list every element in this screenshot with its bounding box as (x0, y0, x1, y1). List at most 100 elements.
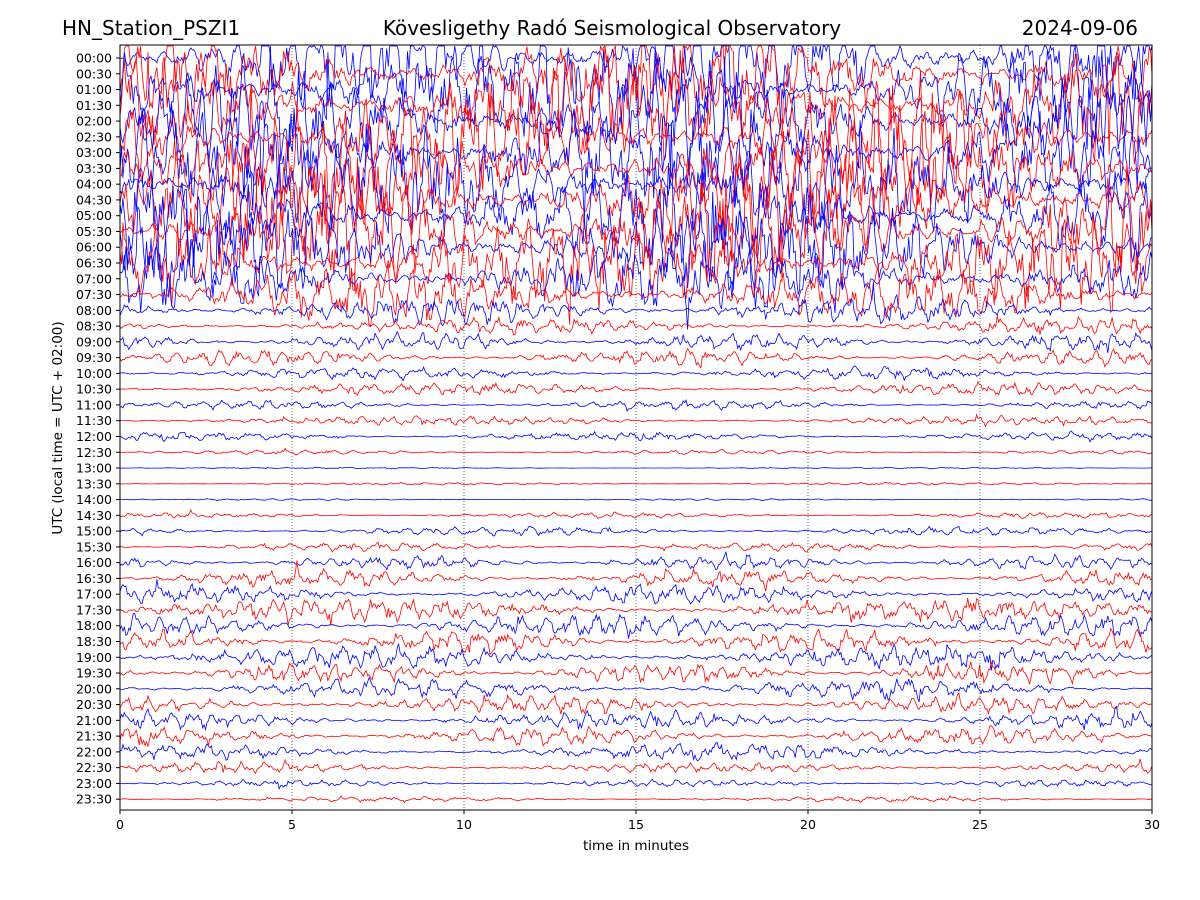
y-tick-label: 10:00 (76, 366, 112, 381)
y-tick-label: 06:00 (76, 240, 112, 255)
y-tick-label: 14:30 (76, 508, 112, 523)
seismic-trace (119, 283, 1153, 327)
seismic-trace (119, 541, 1153, 553)
seismic-trace (119, 380, 1153, 397)
y-tick-label: 16:30 (76, 571, 112, 586)
y-tick-label: 02:00 (76, 114, 112, 129)
seismic-trace (119, 87, 1153, 221)
x-tick-label: 5 (288, 817, 296, 832)
x-tick-label: 0 (116, 817, 124, 832)
y-tick-label: 08:00 (76, 303, 112, 318)
seismic-trace (119, 69, 1153, 216)
y-tick-label: 08:30 (76, 319, 112, 334)
seismic-trace (119, 560, 1153, 592)
seismic-trace (120, 795, 1153, 804)
seismic-trace (119, 413, 1152, 428)
y-tick-label: 06:30 (76, 256, 112, 271)
y-tick-label: 11:30 (76, 413, 112, 428)
seismic-trace (119, 660, 1153, 686)
y-tick-label: 21:30 (76, 729, 112, 744)
seismic-trace (119, 399, 1153, 412)
y-tick-label: 07:30 (76, 287, 112, 302)
y-tick-label: 22:30 (76, 760, 112, 775)
traces (119, 44, 1153, 804)
y-tick-label: 17:30 (76, 602, 112, 617)
chart-date: 2024-09-06 (1022, 16, 1138, 40)
y-tick-label: 01:30 (76, 98, 112, 113)
seismic-trace (119, 725, 1153, 748)
seismic-trace (119, 447, 1153, 456)
seismic-trace (119, 466, 1153, 470)
y-tick-label: 04:30 (76, 192, 112, 207)
x-tick-label: 20 (800, 817, 816, 832)
y-tick-label: 03:00 (76, 145, 112, 160)
seismic-trace (119, 692, 1153, 716)
y-tick-label: 23:00 (76, 776, 112, 791)
seismic-trace (119, 212, 1153, 325)
y-tick-label: 18:30 (76, 634, 112, 649)
plot-frame (119, 44, 1153, 811)
seismic-trace (119, 430, 1153, 443)
y-tick-label: 21:00 (76, 713, 112, 728)
seismic-trace (119, 627, 1153, 656)
seismic-trace (119, 551, 1153, 571)
y-tick-label: 19:00 (76, 650, 112, 665)
y-tick-label: 04:00 (76, 177, 112, 192)
y-tick-label: 03:30 (76, 161, 112, 176)
y-tick-label: 12:00 (76, 429, 112, 444)
seismic-trace (119, 497, 1153, 502)
seismic-trace (119, 120, 1153, 237)
seismic-trace (119, 315, 1153, 336)
seismic-trace (119, 676, 1153, 703)
station-name: HN_Station_PSZI1 (62, 16, 240, 40)
seismic-trace (119, 239, 1153, 330)
y-tick-label: 13:00 (76, 461, 112, 476)
seismic-trace (119, 778, 1153, 790)
y-tick-label: 09:00 (76, 334, 112, 349)
x-tick-label: 10 (456, 817, 472, 832)
seismic-trace (119, 141, 1153, 264)
seismic-trace (120, 365, 1153, 382)
seismic-trace (119, 741, 1153, 762)
seismic-trace (119, 705, 1153, 732)
y-axis-label: UTC (local time = UTC + 02:00) (50, 321, 66, 534)
y-tick-label: 11:00 (76, 397, 112, 412)
y-tick-label: 14:00 (76, 492, 112, 507)
y-tick-label: 22:00 (76, 744, 112, 759)
seismic-trace (119, 83, 1153, 226)
y-tick-label: 15:30 (76, 539, 112, 554)
x-ticks: 0 5 10 15 20 25 30 (116, 810, 1160, 832)
y-tick-label: 23:30 (76, 792, 112, 807)
x-axis-label: time in minutes (583, 838, 689, 854)
y-tick-label: 16:00 (76, 555, 112, 570)
seismic-trace (119, 613, 1153, 639)
seismic-trace (119, 122, 1153, 282)
y-tick-label: 15:00 (76, 524, 112, 539)
seismic-trace (119, 263, 1153, 328)
y-tick-label: 17:00 (76, 587, 112, 602)
y-tick-label: 20:00 (76, 681, 112, 696)
y-tick-label: 09:30 (76, 350, 112, 365)
seismic-trace (120, 481, 1152, 486)
x-tick-label: 30 (1144, 817, 1160, 832)
seismic-trace (119, 44, 1153, 114)
y-tick-labels: 00:0000:3001:0001:3002:0002:3003:0003:30… (76, 51, 120, 807)
seismic-trace (119, 525, 1153, 537)
seismic-trace (119, 45, 1153, 150)
seismic-trace (119, 45, 1153, 165)
y-tick-label: 00:30 (76, 66, 112, 81)
seismic-trace (119, 758, 1153, 774)
y-tick-label: 02:30 (76, 129, 112, 144)
y-tick-label: 00:00 (76, 51, 112, 66)
chart-title: Kövesligethy Radó Seismological Observat… (383, 16, 841, 40)
x-grid (119, 45, 1153, 810)
seismic-trace (119, 508, 1152, 519)
y-tick-label: 13:30 (76, 476, 112, 491)
seismic-trace (119, 330, 1153, 353)
y-tick-label: 19:30 (76, 666, 112, 681)
y-tick-label: 07:00 (76, 271, 112, 286)
seismic-trace (119, 643, 1153, 671)
x-tick-label: 25 (972, 817, 988, 832)
y-tick-label: 01:00 (76, 82, 112, 97)
y-tick-label: 05:00 (76, 208, 112, 223)
